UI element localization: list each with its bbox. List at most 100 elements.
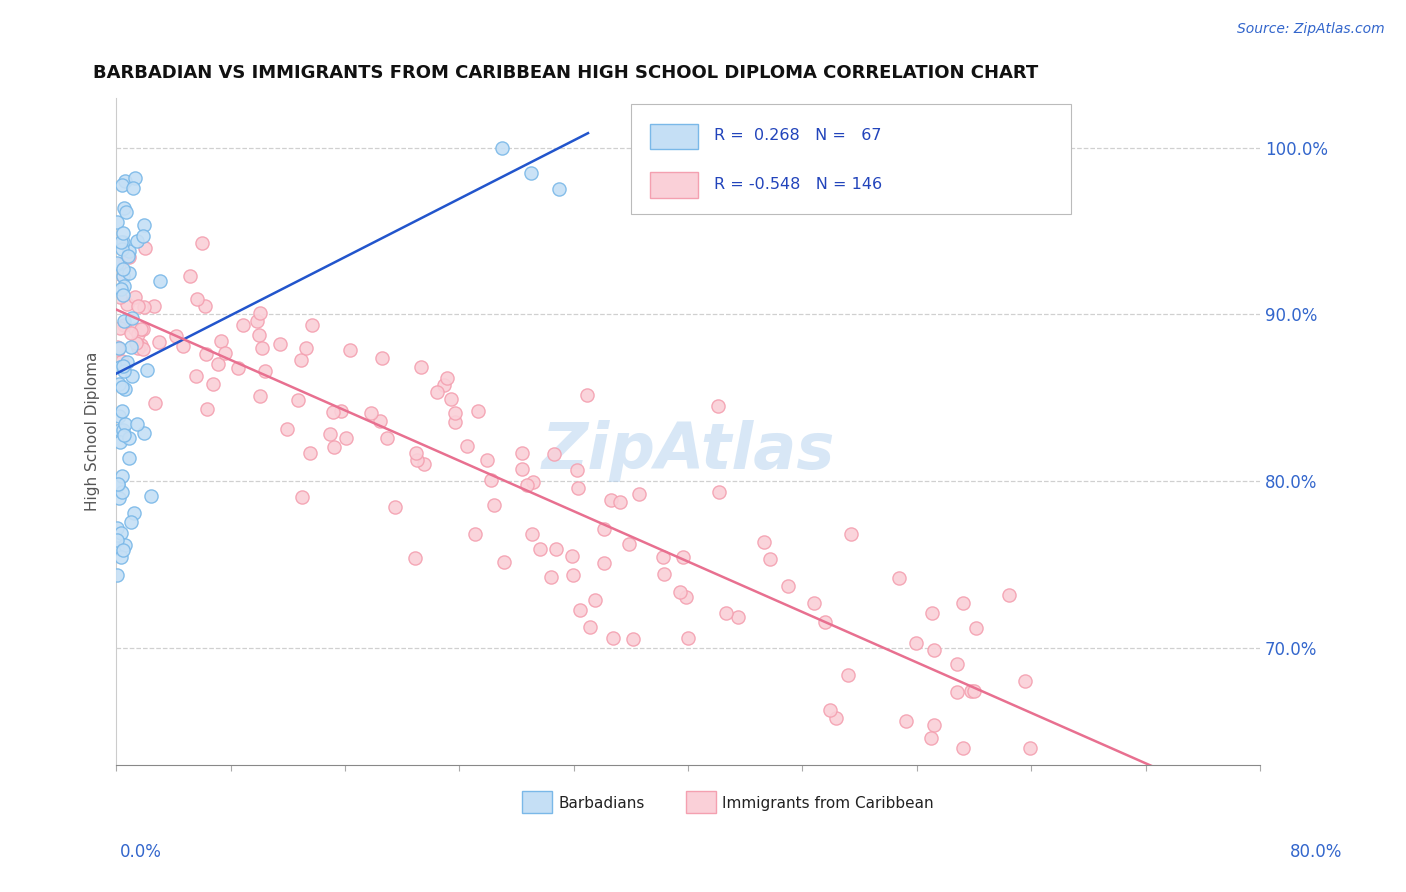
Point (110, 525, 132, 540)
Point (371, 351, 394, 365)
Text: BARBADIAN VS IMMIGRANTS FROM CARIBBEAN HIGH SCHOOL DIPLOMA CORRELATION CHART: BARBADIAN VS IMMIGRANTS FROM CARIBBEAN H… (93, 64, 1039, 82)
FancyBboxPatch shape (651, 123, 699, 149)
Point (716, 606, 738, 620)
Point (384, 500, 406, 514)
Point (548, 182, 571, 196)
Point (207, 357, 229, 371)
Point (652, 566, 675, 581)
Point (112, 364, 135, 378)
Point (134, 241, 156, 255)
Point (945, 685, 967, 699)
Point (426, 384, 449, 399)
Point (110, 282, 132, 296)
Point (814, 615, 837, 630)
Point (290, 353, 312, 368)
Point (108, 423, 131, 437)
Point (837, 668, 859, 682)
Point (107, 376, 129, 391)
Point (252, 342, 274, 356)
Point (246, 314, 269, 328)
Point (132, 229, 155, 244)
Point (112, 428, 135, 442)
Point (132, 342, 155, 356)
Point (108, 256, 131, 270)
Point (676, 631, 699, 645)
Point (404, 551, 426, 566)
Point (322, 405, 344, 419)
Point (108, 359, 131, 374)
Point (110, 550, 132, 565)
Point (105, 568, 128, 582)
Point (405, 445, 427, 459)
Point (112, 201, 135, 215)
Point (108, 341, 131, 355)
Point (115, 354, 138, 368)
Point (132, 425, 155, 440)
Point (184, 368, 207, 383)
Point (105, 256, 128, 270)
Point (110, 243, 132, 257)
Point (602, 631, 624, 645)
Point (118, 431, 141, 445)
FancyBboxPatch shape (631, 104, 1071, 214)
Point (406, 453, 429, 467)
Point (194, 300, 217, 314)
Point (108, 267, 131, 281)
Point (111, 226, 134, 240)
Point (269, 337, 291, 351)
Point (124, 290, 146, 304)
Point (492, 555, 515, 569)
Point (129, 338, 152, 352)
Point (963, 683, 986, 698)
Point (301, 318, 323, 332)
Point (561, 549, 583, 563)
Point (112, 313, 135, 327)
Point (627, 486, 650, 500)
Point (922, 642, 945, 657)
Point (112, 359, 135, 373)
Point (209, 334, 232, 349)
FancyBboxPatch shape (522, 791, 553, 814)
Point (132, 322, 155, 336)
Point (107, 342, 129, 356)
Point (111, 543, 134, 558)
Point (510, 446, 533, 460)
Point (727, 610, 749, 624)
Point (752, 534, 775, 549)
Point (600, 493, 623, 508)
Point (111, 380, 134, 394)
Point (127, 336, 149, 351)
Point (520, 526, 543, 541)
Point (114, 538, 136, 552)
FancyBboxPatch shape (686, 791, 716, 814)
Point (997, 588, 1019, 602)
Point (818, 703, 841, 717)
Text: 0.0%: 0.0% (120, 843, 162, 861)
Point (114, 382, 136, 396)
Point (409, 359, 432, 374)
Point (195, 401, 218, 416)
Point (335, 431, 357, 445)
FancyBboxPatch shape (651, 172, 699, 198)
Point (111, 404, 134, 418)
Point (118, 244, 141, 258)
Point (567, 481, 589, 495)
Point (520, 166, 543, 180)
Point (922, 717, 945, 731)
Point (540, 570, 562, 584)
Point (105, 541, 128, 555)
Point (111, 469, 134, 483)
Point (510, 461, 533, 475)
Point (491, 140, 513, 154)
Point (825, 711, 848, 725)
Point (370, 414, 392, 428)
Point (112, 423, 135, 437)
Point (127, 341, 149, 355)
Point (165, 328, 187, 343)
Point (276, 422, 298, 436)
Point (323, 440, 346, 454)
Text: Barbadians: Barbadians (558, 797, 645, 812)
Point (839, 527, 862, 541)
Point (108, 491, 131, 505)
Point (124, 322, 146, 336)
